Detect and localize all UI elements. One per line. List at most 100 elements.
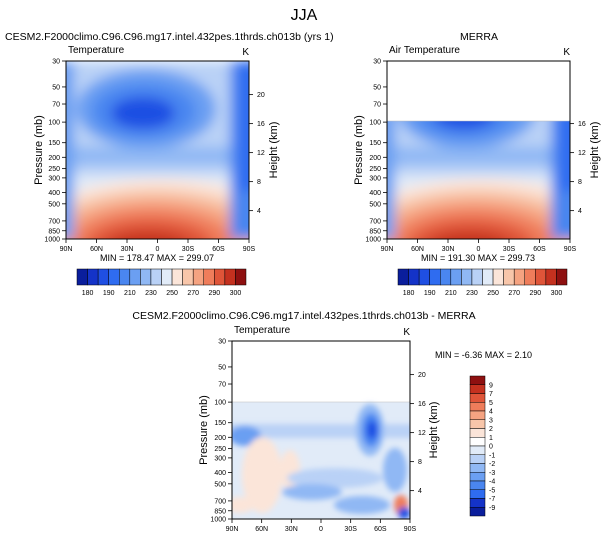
colorbar-box xyxy=(203,268,215,286)
colorbar-box xyxy=(129,268,141,286)
panel-model-ylabel-right: Height (km) xyxy=(268,122,280,179)
lat-tick-label: 30S xyxy=(344,526,357,533)
colorbar-box xyxy=(450,268,462,286)
panel-diff-ylabel-right: Height (km) xyxy=(428,402,440,459)
colorbar-label: -7 xyxy=(489,496,495,503)
colorbar-box xyxy=(524,268,536,286)
panel-model-title: CESM2.F2000climo.C96.C96.mg17.intel.432p… xyxy=(5,31,334,43)
colorbar-box xyxy=(461,268,473,286)
colorbar-box xyxy=(469,480,486,490)
height-tick-label: 16 xyxy=(578,121,586,128)
pressure-tick-label: 100 xyxy=(369,120,381,127)
pressure-tick-label: 850 xyxy=(48,228,60,235)
panel-model-pressure-ticks: 30 50 70 100 150 200 250 300 400 500 700 850 1000 xyxy=(44,59,66,244)
lat-tick-label: 90N xyxy=(381,246,394,253)
panel-merra-ylabel: Pressure (mb) xyxy=(353,115,365,185)
panel-merra-title: MERRA xyxy=(460,31,498,43)
colorbar-box xyxy=(471,268,483,286)
panel-merra-variable: Air Temperature xyxy=(389,45,460,56)
pressure-tick-label: 150 xyxy=(214,420,226,427)
colorbar-box xyxy=(397,268,409,286)
colorbar-box xyxy=(556,268,568,286)
colorbar-label: 190 xyxy=(424,290,436,297)
pressure-tick-label: 850 xyxy=(214,508,226,515)
height-tick-label: 12 xyxy=(578,150,586,157)
colorbar-label: -1 xyxy=(489,452,495,459)
lat-tick-label: 30N xyxy=(442,246,455,253)
pressure-tick-label: 250 xyxy=(214,446,226,453)
colorbar-label: 210 xyxy=(124,290,136,297)
colorbar-box xyxy=(171,268,183,286)
height-tick-label: 8 xyxy=(418,459,422,466)
colorbar-box xyxy=(182,268,194,286)
pressure-tick-label: 700 xyxy=(214,498,226,505)
pressure-tick-label: 700 xyxy=(48,218,60,225)
colorbar-label: 290 xyxy=(208,290,220,297)
colorbar-box xyxy=(492,268,504,286)
panel-model-height-ticks: 20 16 12 8 4 xyxy=(249,92,265,215)
lat-tick-label: 90S xyxy=(564,246,577,253)
colorbar-box xyxy=(469,507,486,517)
pressure-tick-label: 500 xyxy=(369,201,381,208)
colorbar-box xyxy=(513,268,525,286)
height-tick-label: 20 xyxy=(418,372,426,379)
colorbar-box xyxy=(87,268,99,286)
colorbar-label: -9 xyxy=(489,505,495,512)
pressure-tick-label: 1000 xyxy=(210,517,226,524)
lat-tick-label: 90S xyxy=(404,526,417,533)
colorbar-box xyxy=(469,393,486,403)
colorbar-box xyxy=(150,268,162,286)
colorbar-label: 300 xyxy=(551,290,563,297)
colorbar-box xyxy=(161,268,173,286)
pressure-tick-label: 500 xyxy=(48,201,60,208)
colorbar-label: -4 xyxy=(489,479,495,486)
panel-model-variable: Temperature xyxy=(68,45,125,56)
pressure-tick-label: 150 xyxy=(48,140,60,147)
pressure-tick-label: 400 xyxy=(214,470,226,477)
colorbar-label: 9 xyxy=(489,382,493,389)
colorbar-box xyxy=(469,445,486,455)
pressure-tick-label: 50 xyxy=(52,84,60,91)
pressure-tick-label: 300 xyxy=(48,175,60,182)
height-tick-label: 4 xyxy=(418,488,422,495)
pressure-tick-label: 70 xyxy=(218,382,226,389)
panel-diff-height-ticks: 20 16 12 8 4 xyxy=(410,372,426,495)
panel-merra-stats: MIN = 191.30 MAX = 299.73 xyxy=(421,253,535,263)
panel-model-ylabel: Pressure (mb) xyxy=(33,115,45,185)
colorbar-box xyxy=(76,268,88,286)
colorbar-label: 7 xyxy=(489,391,493,398)
colorbar-box xyxy=(140,268,152,286)
colorbar-label: 180 xyxy=(82,290,94,297)
lat-tick-label: 30N xyxy=(121,246,134,253)
lat-tick-label: 60S xyxy=(533,246,546,253)
height-tick-label: 20 xyxy=(257,92,265,99)
colorbar-label: 250 xyxy=(487,290,499,297)
colorbar-box xyxy=(429,268,441,286)
pressure-tick-label: 70 xyxy=(373,102,381,109)
pressure-tick-label: 150 xyxy=(369,140,381,147)
panel-diff-units: K xyxy=(403,327,410,338)
colorbar-box xyxy=(535,268,547,286)
panel-diff-field xyxy=(232,402,410,519)
colorbar-box xyxy=(224,268,236,286)
pressure-tick-label: 400 xyxy=(48,190,60,197)
figure-title: JJA xyxy=(291,7,318,24)
panel-diff-pressure-ticks: 30 50 70 100 150 200 250 300 400 500 700 850 1000 xyxy=(210,339,232,524)
panel-diff-stats: MIN = -6.36 MAX = 2.10 xyxy=(435,350,532,360)
pressure-tick-label: 100 xyxy=(214,400,226,407)
colorbar-box xyxy=(469,375,486,385)
colorbar-label: 1 xyxy=(489,435,493,442)
colorbar-label: 0 xyxy=(489,444,493,451)
height-tick-label: 16 xyxy=(257,121,265,128)
lat-tick-label: 30S xyxy=(182,246,195,253)
colorbar-label: -5 xyxy=(489,487,495,494)
colorbar-label: 190 xyxy=(103,290,115,297)
pressure-tick-label: 400 xyxy=(369,190,381,197)
height-tick-label: 4 xyxy=(257,208,261,215)
colorbar-box xyxy=(469,419,486,429)
pressure-tick-label: 1000 xyxy=(365,237,381,244)
colorbar-box xyxy=(119,268,131,286)
colorbar-model: 180 190 210 230 250 270 290 300 xyxy=(76,268,247,297)
pressure-tick-label: 70 xyxy=(52,102,60,109)
colorbar-box xyxy=(469,489,486,499)
